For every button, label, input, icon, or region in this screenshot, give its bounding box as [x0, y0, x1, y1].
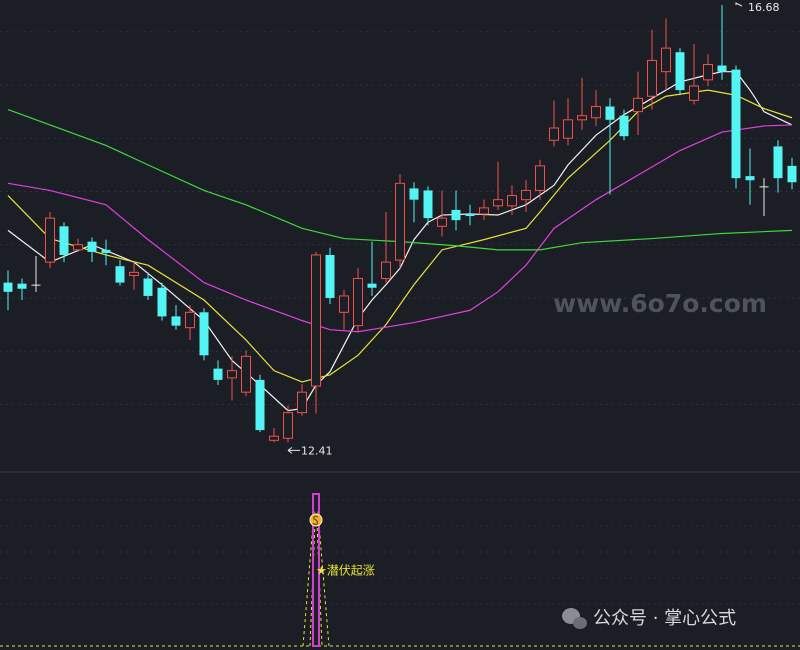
credit-icon: [562, 608, 587, 629]
candle-body: [703, 64, 713, 81]
annotation-pointer: [735, 2, 743, 7]
candle-body: [129, 271, 139, 276]
candle-body: [563, 119, 573, 139]
candle-body: [45, 217, 55, 263]
candle-body: [773, 146, 783, 179]
candle-body: [283, 412, 293, 439]
candle-body: [157, 287, 167, 317]
signal-coin-mark: [312, 515, 319, 525]
annotation-label: 12.41: [301, 444, 333, 457]
candle-body: [717, 65, 727, 72]
candle-body: [493, 199, 503, 207]
candle-body: [115, 266, 125, 283]
moving-average-line: [7, 109, 793, 251]
signal-label: ★潜伏起涨: [316, 563, 375, 578]
candle-body: [409, 188, 419, 200]
signal-bar: [312, 493, 320, 647]
watermark: www.6o7o.com: [553, 289, 767, 318]
candle-body: [59, 226, 69, 255]
candle-body: [269, 435, 279, 441]
annotation-arrow: [287, 446, 300, 454]
wechat-icon: [573, 617, 587, 629]
candle-body: [745, 176, 755, 181]
candle-body: [465, 214, 475, 217]
candle-body: [549, 127, 559, 141]
annotation-label: 16.68: [748, 1, 780, 14]
candle-body: [199, 312, 209, 356]
candle-body: [367, 283, 377, 288]
candle-body: [605, 106, 615, 120]
indicator-peak: [302, 511, 330, 647]
candle-body: [297, 391, 307, 414]
annotations: 16.68 12.41: [287, 1, 780, 457]
candle-body: [101, 249, 111, 253]
moving-average-line: [7, 71, 793, 412]
candle-body: [185, 311, 195, 329]
candle-body: [619, 115, 629, 137]
candle-body: [255, 379, 265, 431]
candle-body: [395, 182, 405, 261]
candle-body: [353, 278, 363, 327]
credit: 公众号 · 掌心公式: [593, 608, 736, 629]
candle-body: [451, 209, 461, 221]
candle-body: [731, 69, 741, 179]
candle-body: [507, 195, 517, 207]
candle-body: [661, 47, 671, 73]
candle-body: [787, 165, 797, 183]
candle-body: [759, 186, 769, 188]
candle-body: [73, 244, 83, 251]
candle-body: [689, 85, 699, 101]
moving-averages: [7, 71, 793, 412]
candle-body: [325, 254, 335, 298]
candles: [3, 5, 797, 443]
candle-body: [3, 282, 13, 292]
candle-body: [591, 105, 601, 119]
candle-body: [213, 368, 223, 380]
candle-body: [633, 97, 643, 113]
indicator-grid: [0, 499, 800, 605]
moving-average-line: [7, 89, 793, 383]
candle-body: [339, 295, 349, 313]
candle-body: [535, 165, 545, 191]
candle-body: [381, 261, 391, 280]
candle-body: [577, 115, 587, 121]
candle-body: [227, 370, 237, 379]
candle-body: [423, 190, 433, 219]
candle-body: [171, 316, 181, 326]
candle-body: [31, 284, 41, 286]
moving-average-line: [7, 124, 793, 333]
candle-body: [647, 59, 657, 97]
candle-body: [479, 207, 489, 215]
candle-body: [143, 278, 153, 296]
candle-body: [311, 254, 321, 387]
candle-body: [241, 355, 251, 393]
candle-body: [437, 217, 447, 227]
candle-body: [17, 283, 27, 289]
candle-body: [675, 52, 685, 91]
indicator: ★潜伏起涨: [0, 493, 800, 647]
candle-body: [521, 189, 531, 201]
candle-body: [87, 241, 97, 252]
grid: [0, 31, 800, 405]
